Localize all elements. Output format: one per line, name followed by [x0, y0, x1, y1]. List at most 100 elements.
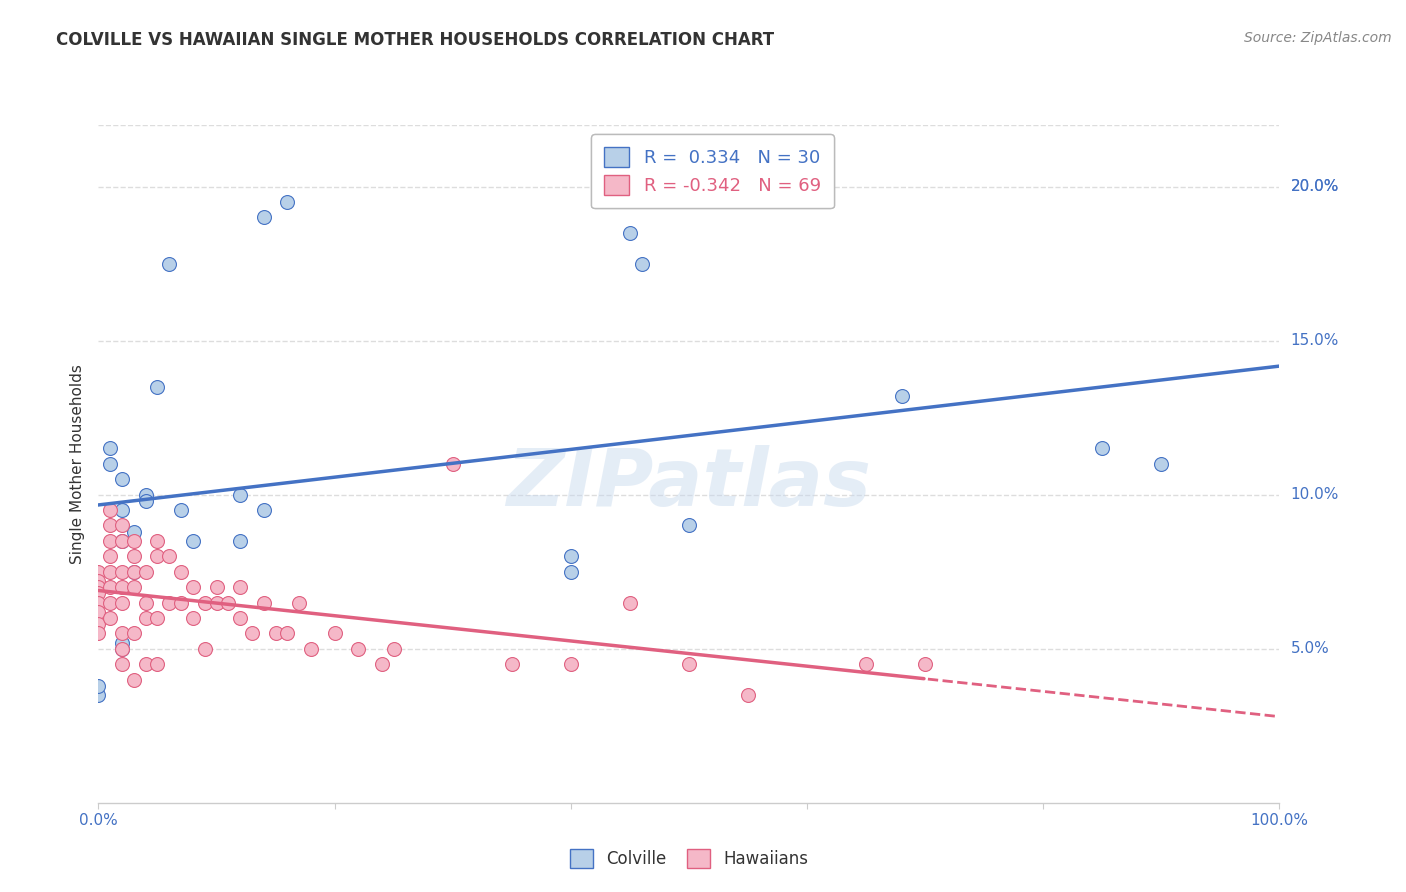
Point — [98, 518, 121, 533]
Point — [1091, 442, 1114, 456]
Point — [194, 641, 217, 656]
Point — [276, 626, 298, 640]
Point — [560, 657, 582, 672]
Point — [111, 635, 134, 649]
Point — [855, 657, 877, 672]
Point — [253, 595, 276, 609]
Point — [87, 595, 110, 609]
Point — [170, 503, 193, 517]
Point — [371, 657, 394, 672]
Point — [619, 226, 641, 240]
Point — [560, 549, 582, 564]
Point — [87, 605, 110, 619]
Point — [122, 549, 145, 564]
Point — [253, 503, 276, 517]
Point — [157, 256, 180, 270]
Point — [122, 580, 145, 594]
Point — [347, 641, 370, 656]
Point — [135, 493, 157, 508]
Point — [170, 565, 193, 579]
Point — [111, 595, 134, 609]
Point — [111, 472, 134, 486]
Point — [441, 457, 464, 471]
Point — [122, 565, 145, 579]
Point — [229, 488, 252, 502]
Point — [181, 611, 204, 625]
Point — [98, 611, 121, 625]
Point — [288, 595, 311, 609]
Point — [98, 595, 121, 609]
Point — [98, 533, 121, 548]
Point — [135, 565, 157, 579]
Point — [181, 533, 204, 548]
Point — [87, 617, 110, 632]
Point — [111, 641, 134, 656]
Point — [98, 457, 121, 471]
Point — [87, 688, 110, 702]
Point — [111, 580, 134, 594]
Point — [146, 657, 169, 672]
Point — [111, 626, 134, 640]
Point — [111, 565, 134, 579]
Point — [146, 549, 169, 564]
Point — [914, 657, 936, 672]
Point — [122, 524, 145, 539]
Point — [111, 533, 134, 548]
Point — [87, 626, 110, 640]
Point — [111, 641, 134, 656]
Point — [253, 211, 276, 225]
Point — [1150, 457, 1173, 471]
Point — [170, 595, 193, 609]
Point — [87, 580, 110, 594]
Point — [181, 580, 204, 594]
Point — [229, 611, 252, 625]
Point — [98, 442, 121, 456]
Point — [122, 626, 145, 640]
Point — [122, 673, 145, 687]
Point — [111, 503, 134, 517]
Point — [619, 595, 641, 609]
Point — [146, 533, 169, 548]
Legend: R =  0.334   N = 30, R = -0.342   N = 69: R = 0.334 N = 30, R = -0.342 N = 69 — [592, 134, 834, 208]
Point — [98, 503, 121, 517]
Point — [87, 574, 110, 588]
Legend: Colville, Hawaiians: Colville, Hawaiians — [562, 842, 815, 875]
Point — [382, 641, 405, 656]
Point — [630, 256, 652, 270]
Point — [111, 657, 134, 672]
Point — [229, 533, 252, 548]
Text: 5.0%: 5.0% — [1291, 641, 1329, 657]
Point — [111, 518, 134, 533]
Y-axis label: Single Mother Households: Single Mother Households — [70, 364, 86, 564]
Point — [122, 565, 145, 579]
Point — [229, 580, 252, 594]
Text: 10.0%: 10.0% — [1291, 487, 1339, 502]
Text: 20.0%: 20.0% — [1291, 179, 1339, 194]
Point — [205, 595, 228, 609]
Point — [264, 626, 287, 640]
Text: ZIPatlas: ZIPatlas — [506, 445, 872, 524]
Point — [87, 679, 110, 693]
Point — [135, 657, 157, 672]
Point — [194, 595, 217, 609]
Text: COLVILLE VS HAWAIIAN SINGLE MOTHER HOUSEHOLDS CORRELATION CHART: COLVILLE VS HAWAIIAN SINGLE MOTHER HOUSE… — [56, 31, 775, 49]
Point — [299, 641, 322, 656]
Point — [98, 565, 121, 579]
Point — [560, 565, 582, 579]
Point — [146, 611, 169, 625]
Point — [98, 549, 121, 564]
Text: 20.0%: 20.0% — [1291, 179, 1339, 194]
Point — [87, 586, 110, 600]
Point — [87, 565, 110, 579]
Point — [501, 657, 523, 672]
Point — [135, 595, 157, 609]
Point — [240, 626, 263, 640]
Point — [217, 595, 239, 609]
Point — [678, 518, 700, 533]
Point — [111, 533, 134, 548]
Point — [146, 380, 169, 394]
Text: Source: ZipAtlas.com: Source: ZipAtlas.com — [1244, 31, 1392, 45]
Point — [157, 595, 180, 609]
Point — [205, 580, 228, 594]
Point — [276, 194, 298, 209]
